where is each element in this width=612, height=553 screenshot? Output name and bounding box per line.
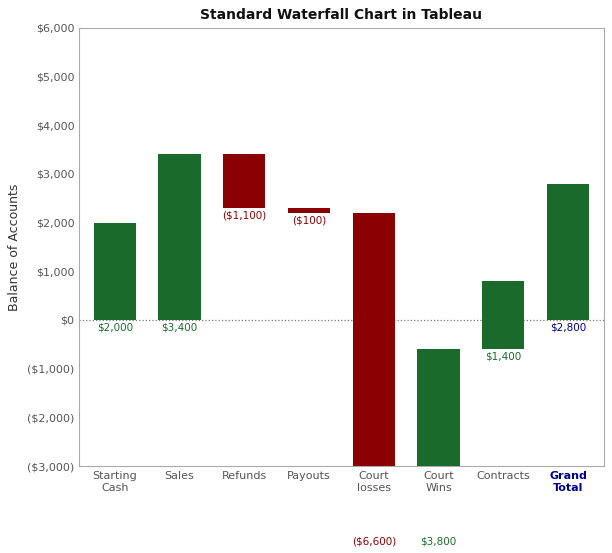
Bar	[482, 281, 524, 349]
Bar	[353, 213, 395, 534]
Bar	[159, 154, 201, 320]
Text: $3,800: $3,800	[420, 537, 457, 547]
Bar	[288, 208, 330, 213]
Text: ($100): ($100)	[292, 215, 326, 225]
Text: ($1,100): ($1,100)	[222, 210, 266, 220]
Text: $2,000: $2,000	[97, 323, 133, 333]
Bar	[417, 349, 460, 534]
Bar	[223, 154, 266, 208]
Text: ($6,600): ($6,600)	[352, 537, 396, 547]
Text: $2,800: $2,800	[550, 323, 586, 333]
Bar	[94, 222, 136, 320]
Text: $3,400: $3,400	[162, 322, 198, 332]
Title: Standard Waterfall Chart in Tableau: Standard Waterfall Chart in Tableau	[200, 8, 482, 22]
Text: $1,400: $1,400	[485, 352, 521, 362]
Y-axis label: Balance of Accounts: Balance of Accounts	[9, 183, 21, 311]
Bar	[547, 184, 589, 320]
